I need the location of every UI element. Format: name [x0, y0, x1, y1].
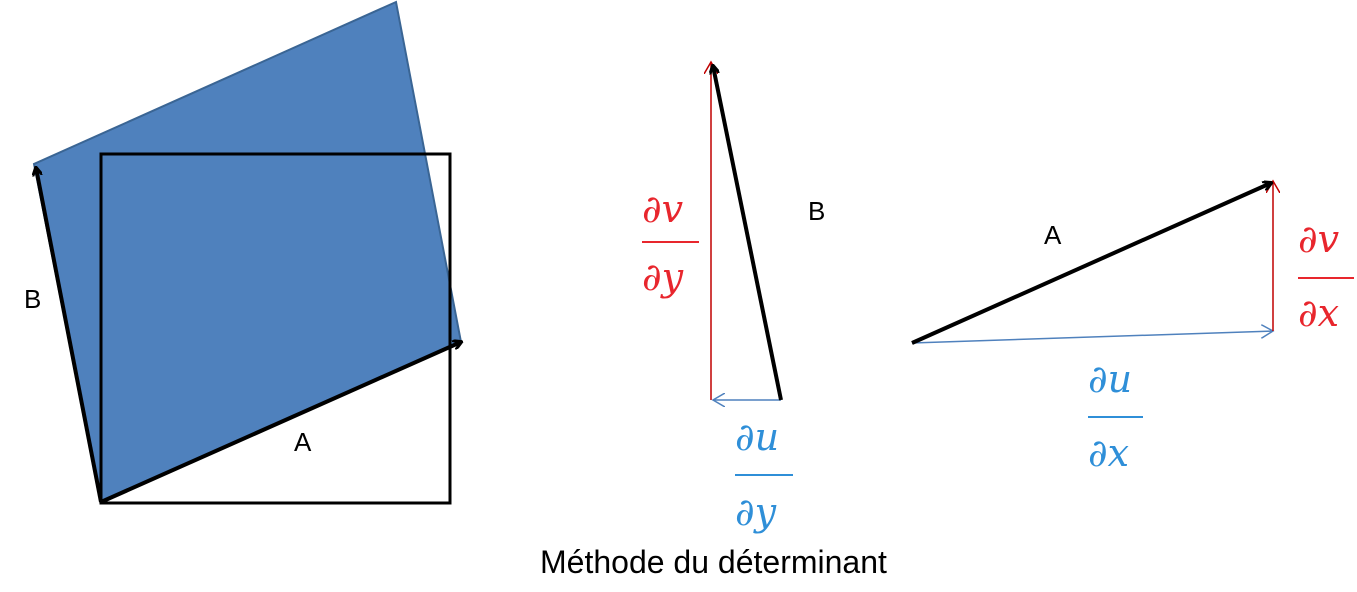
transformed-parallelogram	[32, 0, 463, 504]
vector-b-label: B	[24, 284, 41, 314]
diagram-caption: Méthode du déterminant	[540, 544, 887, 580]
vector-b-decomposed-label: B	[808, 196, 825, 226]
du-dy-fraction: ∂u ∂y	[735, 415, 793, 534]
du-dx-denominator: ∂x	[1088, 431, 1129, 475]
dv-dx-numerator: ∂v	[1298, 217, 1340, 261]
dv-dx-denominator: ∂x	[1298, 291, 1339, 335]
middle-figure: B ∂v ∂y ∂u ∂y	[642, 62, 825, 534]
left-figure: A B	[24, 0, 463, 505]
dv-dx-fraction: ∂v ∂x	[1298, 217, 1354, 335]
vector-a-label: A	[294, 427, 312, 457]
right-figure: A ∂v ∂x ∂u ∂x	[911, 181, 1354, 475]
dv-dy-fraction: ∂v ∂y	[642, 187, 699, 299]
dv-dy-numerator: ∂v	[642, 187, 684, 231]
dv-dy-denominator: ∂y	[642, 255, 684, 299]
vector-a-arrow	[100, 342, 461, 504]
du-dy-denominator: ∂y	[735, 490, 777, 534]
du-dx-component-line	[911, 331, 1273, 344]
du-dy-numerator: ∂u	[735, 415, 779, 459]
vector-a-decomposed-label: A	[1044, 220, 1062, 250]
vector-a-decomposed-arrow	[911, 183, 1271, 345]
du-dx-fraction: ∂u ∂x	[1088, 357, 1143, 475]
du-dx-numerator: ∂u	[1088, 357, 1132, 401]
vector-b-arrow	[36, 168, 103, 503]
vector-b-decomposed-arrow	[713, 66, 783, 401]
unit-square	[99, 152, 452, 505]
